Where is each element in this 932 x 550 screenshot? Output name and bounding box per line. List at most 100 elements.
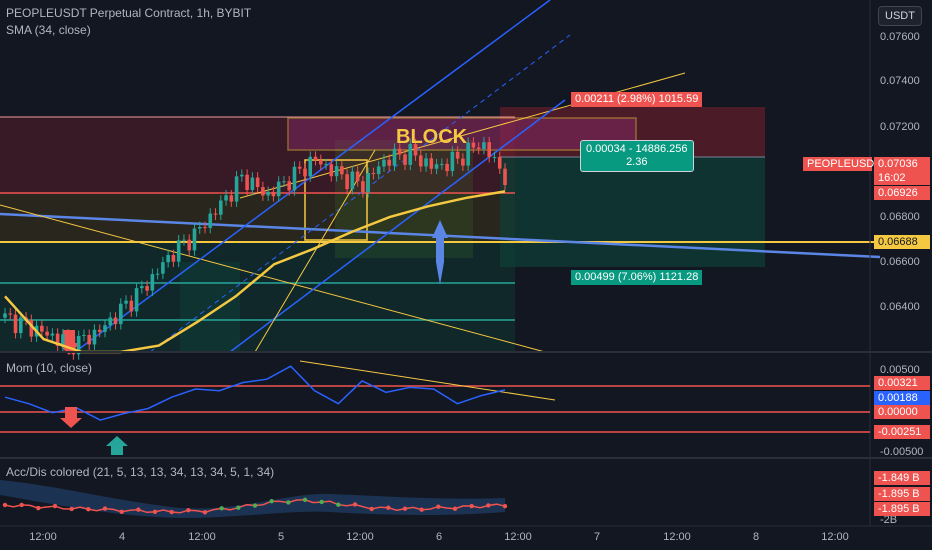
accdis-dot — [119, 509, 124, 515]
price-tag-06688: 0.06688 — [874, 235, 930, 249]
momentum-pane — [0, 360, 870, 455]
candle-body — [487, 142, 492, 158]
candle-body — [245, 174, 249, 191]
candle-body — [355, 171, 360, 182]
channel-lower-line — [229, 99, 566, 353]
candle-body — [145, 286, 149, 291]
accdis-dot — [186, 508, 191, 513]
accdis-tick: -2B — [880, 514, 898, 526]
time-tick: 8 — [752, 531, 760, 543]
candle-body — [18, 317, 23, 334]
candle-body — [229, 195, 234, 202]
candle-body — [434, 164, 439, 169]
candle-body — [97, 329, 102, 332]
candle-body — [103, 325, 107, 332]
accdis-dot — [86, 507, 91, 512]
sma-indicator-label[interactable]: SMA (34, close) — [6, 23, 91, 37]
accdis-dot — [319, 499, 324, 505]
time-tick: 7 — [593, 531, 601, 543]
candle-body — [129, 300, 134, 312]
time-tick: 4 — [118, 531, 126, 543]
candle-body — [250, 177, 255, 191]
candle-body — [234, 176, 239, 202]
momentum-line — [4, 365, 506, 421]
currency-button[interactable]: USDT — [878, 6, 922, 26]
candle-body — [376, 166, 381, 175]
candle-body — [161, 262, 165, 274]
candle-body — [50, 333, 55, 336]
price-tag-06926: 0.06926 — [874, 186, 930, 200]
mom-tag-zero: 0.00000 — [874, 405, 930, 419]
candle-body — [182, 239, 186, 241]
support-zone — [0, 243, 515, 351]
candle-body — [334, 166, 339, 177]
candle-body — [497, 156, 502, 169]
mom-down-arrow-icon — [60, 407, 82, 428]
accdis-dot — [102, 506, 108, 511]
candle-body — [445, 163, 449, 172]
candle-body — [292, 166, 297, 191]
accdis-tag-1: -1.849 B — [874, 471, 930, 485]
candle-body — [8, 313, 13, 315]
accdis-dot — [152, 509, 158, 515]
range-label-line2: 2.36 — [626, 156, 648, 168]
accdis-dot — [169, 509, 174, 515]
accdis-dot — [36, 505, 41, 511]
candle-body — [166, 255, 170, 263]
candle-body — [155, 273, 160, 275]
candle-body — [455, 151, 460, 159]
candle-body — [213, 213, 218, 215]
candle-body — [413, 144, 418, 156]
candle-body — [13, 314, 18, 334]
last-price-tag: 0.07036 — [874, 157, 930, 171]
accdis-dot — [469, 503, 474, 509]
accdis-dot — [202, 510, 208, 515]
accdis-dot — [419, 507, 424, 512]
accdis-dot — [252, 503, 258, 508]
accdis-dot — [452, 506, 458, 511]
candle-body — [397, 148, 402, 155]
candle-body — [124, 300, 128, 304]
accdis-dot — [502, 503, 508, 509]
candle-body — [324, 164, 328, 166]
candle-body — [45, 331, 49, 336]
candle-body — [482, 142, 486, 149]
candle-body — [297, 166, 302, 169]
candle-body — [303, 168, 307, 177]
mom-tag-00321: 0.00321 — [874, 376, 930, 390]
candle-body — [429, 158, 434, 169]
candle-body — [271, 191, 276, 197]
candle-body — [176, 240, 181, 262]
time-tick: 5 — [277, 531, 285, 543]
accdis-dot — [436, 504, 441, 509]
candle-body — [503, 168, 507, 185]
accdis-band — [0, 480, 505, 518]
price-tick: 0.06600 — [880, 256, 920, 268]
candle-body — [418, 155, 423, 167]
candle-body — [92, 329, 97, 345]
time-tick: 12:00 — [504, 531, 532, 543]
accdis-dot — [52, 503, 58, 509]
accdis-dot — [286, 500, 291, 505]
candles — [3, 136, 507, 360]
accdis-dots — [2, 497, 508, 515]
momentum-label[interactable]: Mom (10, close) — [6, 361, 93, 375]
block-rectangle — [287, 117, 637, 151]
accdis-dot — [69, 506, 74, 512]
candle-body — [3, 313, 7, 318]
block-label: BLOCK — [396, 126, 468, 148]
accdis-tag-3: -1.895 B — [874, 502, 930, 516]
countdown-tag: 16:02 — [874, 171, 930, 185]
candle-body — [40, 325, 44, 332]
accdis-dot — [486, 503, 491, 508]
yellow-descending-line — [0, 204, 546, 353]
candle-body — [197, 226, 202, 229]
accdis-label[interactable]: Acc/Dis colored (21, 5, 13, 13, 34, 13, … — [6, 465, 275, 479]
price-tick: 0.06800 — [880, 211, 920, 223]
candle-body — [87, 334, 92, 345]
candle-body — [403, 154, 407, 165]
candle-body — [366, 173, 370, 193]
time-tick: 12:00 — [346, 531, 374, 543]
candle-body — [340, 166, 344, 175]
